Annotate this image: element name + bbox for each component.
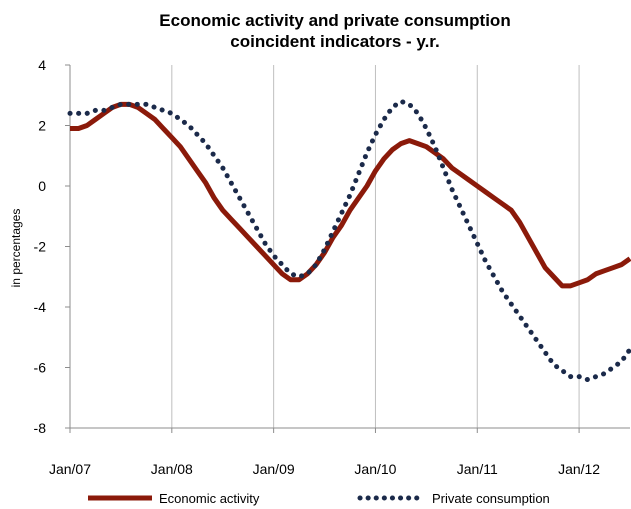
x-tick-label-1: Jan/08: [151, 461, 193, 477]
x-tick-label-2: Jan/09: [253, 461, 295, 477]
series-line-economic-activity: [70, 101, 631, 289]
chart-title-line1: Economic activity and private consumptio…: [159, 11, 510, 30]
x-tick-label-4: Jan/11: [457, 461, 498, 477]
series-line-private-consumption: [67, 98, 631, 383]
y-tick-label-5: -6: [34, 360, 47, 376]
y-axis-label: in percentages: [9, 209, 23, 288]
legend-label-private-consumption: Private consumption: [432, 491, 550, 506]
y-tick-label-1: 2: [38, 118, 46, 134]
x-tick-label-3: Jan/10: [354, 461, 396, 477]
y-tick-label-6: -8: [34, 420, 47, 436]
plot-area: 4 2 0 -2 -4 -6 -8 Jan/07 Jan/08 Jan/09 Jan/10 Jan/1…: [34, 57, 631, 477]
legend: Economic activity Private consumption: [88, 491, 550, 506]
legend-label-economic-activity: Economic activity: [159, 491, 260, 506]
y-tick-label-2: 0: [38, 178, 46, 194]
y-tick-label-3: -2: [34, 239, 47, 255]
y-tick-label-4: -4: [34, 299, 47, 315]
x-tick-label-5: Jan/12: [558, 461, 600, 477]
chart-title-line2: coincident indicators - y.r.: [230, 32, 439, 51]
y-tick-label-0: 4: [38, 57, 46, 73]
x-tick-label-0: Jan/07: [49, 461, 91, 477]
